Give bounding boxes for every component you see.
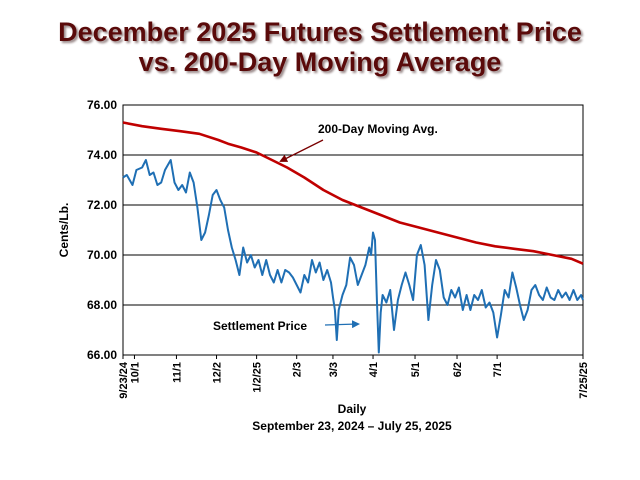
- x-tick-label: 1/2/25: [252, 362, 264, 393]
- chart-title-line2: vs. 200-Day Moving Average: [138, 47, 502, 77]
- y-axis-label: Cents/Lb.: [57, 203, 71, 258]
- y-tick-label: 70.00: [87, 248, 117, 262]
- settlement-annotation: Settlement Price: [213, 319, 307, 333]
- y-tick-label: 76.00: [87, 98, 117, 112]
- moving-avg-line: [122, 121, 584, 265]
- x-tick-label: 3/3: [328, 362, 340, 377]
- settlement-price-line: [122, 159, 584, 354]
- x-tick-label: 11/1: [171, 362, 183, 383]
- x-tick-label: 7/1: [492, 362, 504, 377]
- x-tick-label: 12/2: [212, 362, 224, 383]
- x-axis-subtitle: September 23, 2024 – July 25, 2025: [252, 419, 452, 433]
- y-tick-label: 66.00: [87, 348, 117, 362]
- x-tick-label: 7/25/25: [578, 362, 590, 399]
- y-tick-label: 68.00: [87, 298, 117, 312]
- x-tick-label: 6/2: [452, 362, 464, 377]
- x-tick-label: 2/3: [292, 362, 304, 377]
- plot-area: [122, 104, 584, 356]
- x-tick-label: 5/1: [410, 362, 422, 377]
- y-tick-label: 74.00: [87, 148, 117, 162]
- x-axis-label: Daily: [338, 402, 367, 416]
- y-tick-label: 72.00: [87, 198, 117, 212]
- x-tick-label: 10/1: [129, 362, 141, 383]
- chart-title-line1: December 2025 Futures Settlement Price: [58, 17, 582, 47]
- settlement-arrow: [324, 320, 360, 329]
- x-tick-label: 4/1: [368, 362, 380, 377]
- x-tick-label: 9/23/24: [118, 361, 130, 399]
- moving-avg-annotation: 200-Day Moving Avg.: [318, 122, 438, 136]
- moving-avg-arrow: [279, 139, 324, 162]
